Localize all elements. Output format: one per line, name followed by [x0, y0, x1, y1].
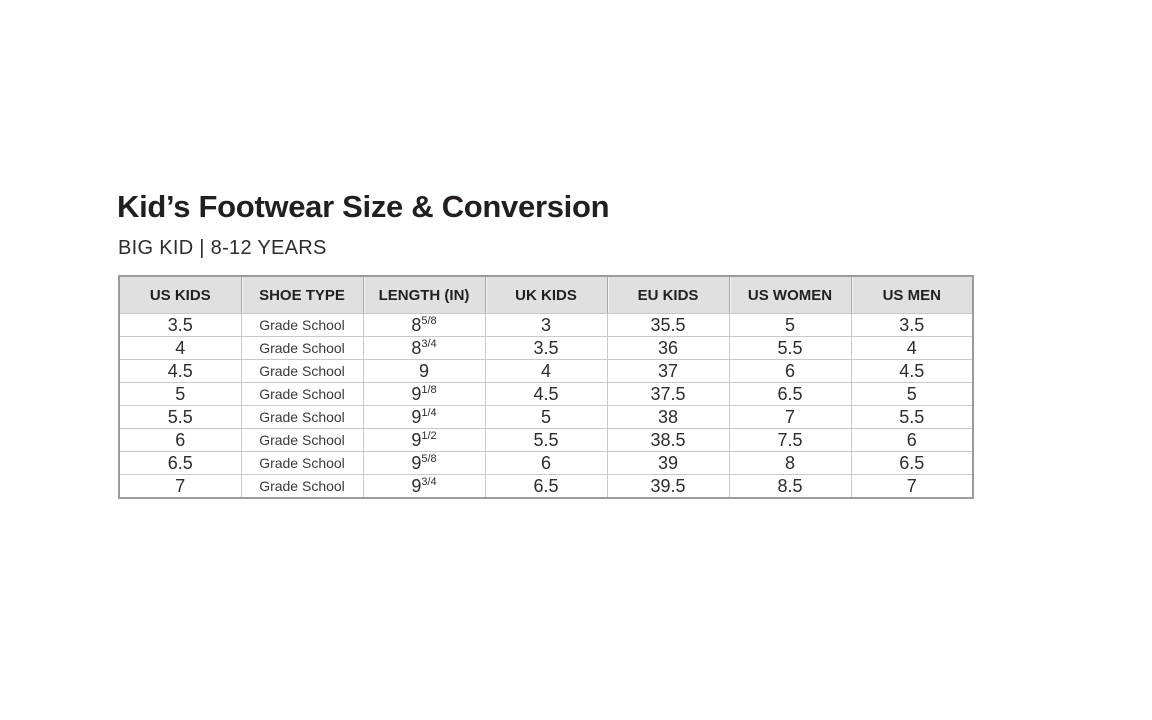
cell-us-men: 6.5: [850, 451, 974, 475]
cell-us-men: 3.5: [850, 313, 974, 337]
cell-us-women: 7: [728, 405, 852, 429]
length-whole: 8: [411, 314, 422, 335]
length-fraction: 3/4: [421, 475, 437, 488]
cell-us-women: 5: [728, 313, 852, 337]
length-whole: 9: [411, 429, 422, 450]
length-fraction: 1/8: [421, 383, 437, 396]
cell-length: 95/8: [362, 451, 486, 475]
header-cell-us-men: US MEN: [850, 276, 973, 314]
cell-us-men: 5.5: [850, 405, 974, 429]
length-whole: 9: [411, 406, 422, 427]
length-whole: 9: [418, 360, 429, 381]
cell-length: 83/4: [362, 336, 486, 360]
cell-shoe-type: Grade School: [240, 313, 364, 337]
cell-shoe-type: Grade School: [240, 336, 364, 360]
cell-eu-kids: 37: [606, 359, 730, 383]
length-fraction: 3/4: [421, 337, 437, 350]
length-whole: 9: [411, 475, 422, 496]
cell-us-women: 6: [728, 359, 852, 383]
cell-shoe-type: Grade School: [240, 405, 364, 429]
cell-us-men: 5: [850, 382, 974, 406]
cell-us-kids: 5.5: [118, 405, 242, 429]
header-cell-length-in: LENGTH (IN): [362, 276, 485, 314]
cell-us-kids: 7: [118, 474, 242, 499]
table-row: 7 Grade School 93/4 6.5 39.5 8.5 7: [118, 474, 974, 499]
table-row: 5 Grade School 91/8 4.5 37.5 6.5 5: [118, 382, 974, 406]
cell-uk-kids: 4: [484, 359, 608, 383]
cell-eu-kids: 35.5: [606, 313, 730, 337]
cell-shoe-type: Grade School: [240, 451, 364, 475]
table-row: 4 Grade School 83/4 3.5 36 5.5 4: [118, 336, 974, 360]
table-row: 6 Grade School 91/2 5.5 38.5 7.5 6: [118, 428, 974, 452]
cell-us-women: 8.5: [728, 474, 852, 499]
table-row: 5.5 Grade School 91/4 5 38 7 5.5: [118, 405, 974, 429]
cell-us-women: 6.5: [728, 382, 852, 406]
header-cell-us-kids: US KIDS: [119, 276, 241, 314]
length-whole: 9: [411, 383, 422, 404]
header-cell-eu-kids: EU KIDS: [606, 276, 729, 314]
table-header: US KIDS SHOE TYPE LENGTH (IN) UK KIDS EU…: [119, 276, 973, 314]
cell-uk-kids: 5: [484, 405, 608, 429]
header-row: US KIDS SHOE TYPE LENGTH (IN) UK KIDS EU…: [119, 276, 973, 314]
cell-eu-kids: 39: [606, 451, 730, 475]
cell-us-women: 7.5: [728, 428, 852, 452]
cell-us-men: 4: [850, 336, 974, 360]
cell-uk-kids: 3.5: [484, 336, 608, 360]
header-cell-shoe-type: SHOE TYPE: [240, 276, 363, 314]
cell-length: 85/8: [362, 313, 486, 337]
length-whole: 9: [411, 452, 422, 473]
cell-uk-kids: 6: [484, 451, 608, 475]
size-conversion-table: US KIDS SHOE TYPE LENGTH (IN) UK KIDS EU…: [118, 275, 974, 499]
cell-eu-kids: 38: [606, 405, 730, 429]
cell-shoe-type: Grade School: [240, 474, 364, 499]
cell-length: 93/4: [362, 474, 486, 499]
cell-eu-kids: 36: [606, 336, 730, 360]
length-fraction: 1/2: [421, 429, 437, 442]
cell-eu-kids: 39.5: [606, 474, 730, 499]
page-title: Kid’s Footwear Size & Conversion: [117, 189, 610, 224]
table-row: 6.5 Grade School 95/8 6 39 8 6.5: [118, 451, 974, 475]
cell-us-kids: 6: [118, 428, 242, 452]
cell-us-kids: 5: [118, 382, 242, 406]
length-fraction: 5/8: [421, 452, 437, 465]
table-row: 3.5 Grade School 85/8 3 35.5 5 3.5: [118, 313, 974, 337]
cell-length: 91/8: [362, 382, 486, 406]
table-row: 4.5 Grade School 9 4 37 6 4.5: [118, 359, 974, 383]
cell-us-kids: 6.5: [118, 451, 242, 475]
cell-uk-kids: 3: [484, 313, 608, 337]
cell-length: 91/2: [362, 428, 486, 452]
cell-us-men: 6: [850, 428, 974, 452]
cell-eu-kids: 37.5: [606, 382, 730, 406]
cell-us-kids: 4.5: [118, 359, 242, 383]
cell-shoe-type: Grade School: [240, 428, 364, 452]
header-cell-uk-kids: UK KIDS: [484, 276, 607, 314]
cell-uk-kids: 6.5: [484, 474, 608, 499]
cell-shoe-type: Grade School: [240, 382, 364, 406]
cell-us-men: 7: [850, 474, 974, 499]
cell-shoe-type: Grade School: [240, 359, 364, 383]
table-body: 3.5 Grade School 85/8 3 35.5 5 3.5 4 Gra…: [118, 313, 974, 499]
cell-us-kids: 4: [118, 336, 242, 360]
cell-us-women: 5.5: [728, 336, 852, 360]
cell-length: 91/4: [362, 405, 486, 429]
page-subtitle: BIG KID | 8-12 YEARS: [118, 237, 327, 259]
cell-length: 9: [362, 359, 486, 383]
cell-uk-kids: 5.5: [484, 428, 608, 452]
cell-eu-kids: 38.5: [606, 428, 730, 452]
length-fraction: 1/4: [421, 406, 437, 419]
length-fraction: 5/8: [421, 314, 437, 327]
length-whole: 8: [411, 337, 422, 358]
cell-us-kids: 3.5: [118, 313, 242, 337]
cell-uk-kids: 4.5: [484, 382, 608, 406]
cell-us-women: 8: [728, 451, 852, 475]
cell-us-men: 4.5: [850, 359, 974, 383]
header-cell-us-women: US WOMEN: [728, 276, 851, 314]
